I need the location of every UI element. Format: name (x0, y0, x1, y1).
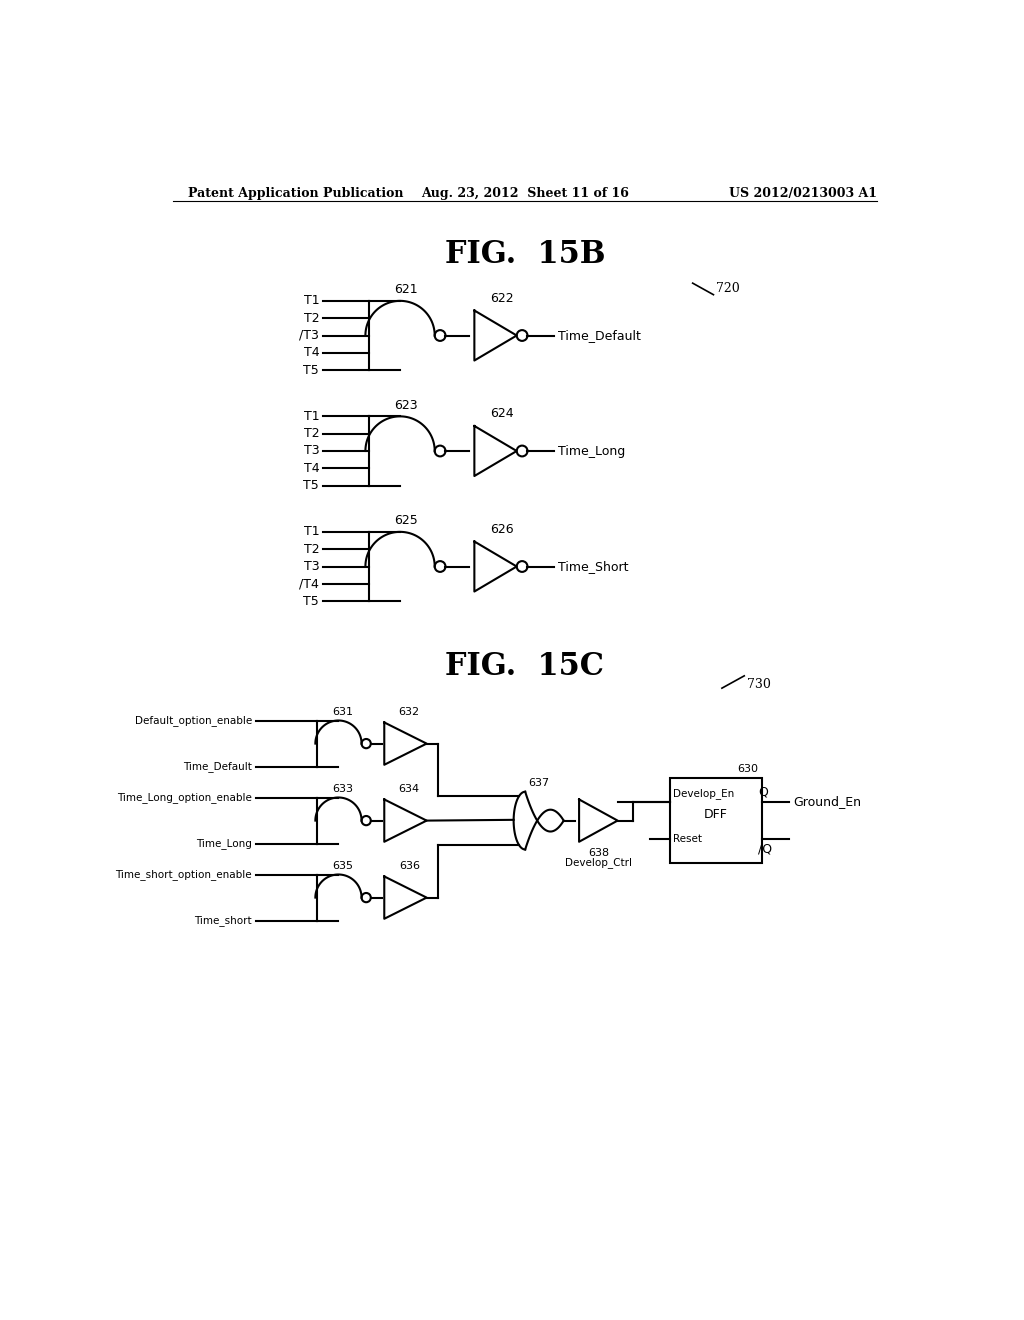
Text: Default_option_enable: Default_option_enable (134, 715, 252, 726)
Text: Patent Application Publication: Patent Application Publication (188, 187, 403, 199)
Bar (670, 779, 762, 863)
Text: Time_short: Time_short (195, 915, 252, 927)
Text: Develop_Ctrl: Develop_Ctrl (565, 858, 632, 869)
Text: Develop_En: Develop_En (674, 788, 734, 799)
Text: FIG.  15C: FIG. 15C (445, 651, 604, 682)
Text: DFF: DFF (703, 808, 728, 821)
Text: 621: 621 (394, 284, 418, 296)
Text: 622: 622 (489, 292, 513, 305)
Text: 623: 623 (394, 399, 418, 412)
Text: Time_Default: Time_Default (183, 762, 252, 772)
Text: T4: T4 (303, 462, 319, 475)
Text: 638: 638 (588, 847, 609, 858)
Text: T2: T2 (303, 312, 319, 325)
Text: T5: T5 (303, 363, 319, 376)
Text: Reset: Reset (674, 834, 702, 845)
Text: T1: T1 (303, 294, 319, 308)
Text: 634: 634 (398, 784, 420, 793)
Text: /T3: /T3 (299, 329, 319, 342)
Text: 632: 632 (398, 706, 420, 717)
Text: US 2012/0213003 A1: US 2012/0213003 A1 (729, 187, 878, 199)
Text: FIG.  15B: FIG. 15B (444, 239, 605, 271)
Text: 631: 631 (332, 706, 353, 717)
Text: /T4: /T4 (299, 577, 319, 590)
Text: 626: 626 (489, 523, 513, 536)
Text: 633: 633 (332, 784, 353, 793)
Text: 636: 636 (398, 861, 420, 871)
Text: Time_Short: Time_Short (558, 560, 629, 573)
Text: T1: T1 (303, 525, 319, 539)
Text: Time_short_option_enable: Time_short_option_enable (116, 869, 252, 880)
Text: T3: T3 (303, 560, 319, 573)
Text: T2: T2 (303, 428, 319, 440)
Text: 624: 624 (489, 407, 513, 420)
Text: T3: T3 (303, 445, 319, 458)
Text: T1: T1 (303, 409, 319, 422)
Text: Time_Long: Time_Long (558, 445, 626, 458)
Text: Aug. 23, 2012  Sheet 11 of 16: Aug. 23, 2012 Sheet 11 of 16 (421, 187, 629, 199)
Text: 635: 635 (332, 861, 353, 871)
Text: 630: 630 (737, 764, 758, 775)
Text: Ground_En: Ground_En (793, 796, 861, 808)
Text: 625: 625 (394, 515, 418, 527)
Text: Q: Q (758, 785, 768, 799)
Text: T2: T2 (303, 543, 319, 556)
Text: /Q: /Q (758, 842, 772, 855)
Text: T5: T5 (303, 594, 319, 607)
Text: Time_Long: Time_Long (196, 838, 252, 849)
Text: Time_Long_option_enable: Time_Long_option_enable (117, 792, 252, 803)
Text: T4: T4 (303, 346, 319, 359)
Text: 637: 637 (528, 777, 549, 788)
Text: T5: T5 (303, 479, 319, 492)
Text: 720: 720 (716, 281, 739, 294)
Text: 730: 730 (746, 678, 770, 692)
Text: Time_Default: Time_Default (558, 329, 641, 342)
